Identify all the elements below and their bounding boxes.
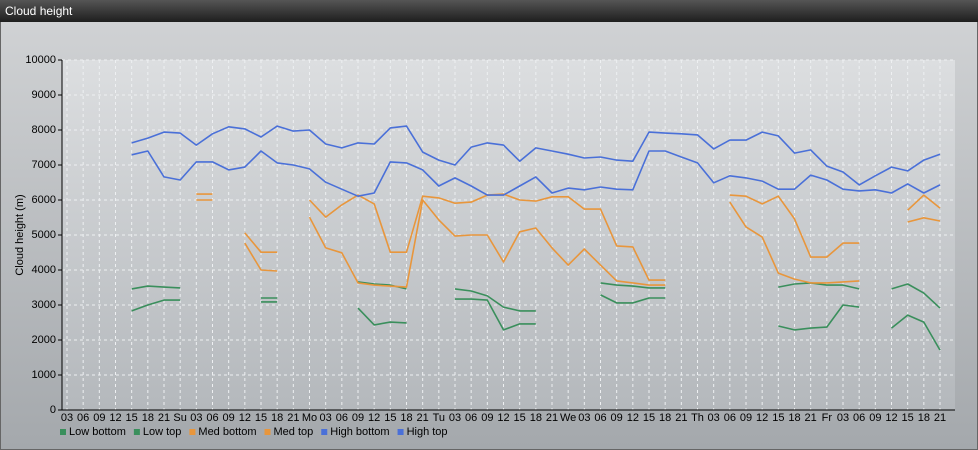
x-tick-label: 03 xyxy=(61,412,73,424)
series-line xyxy=(131,150,941,197)
x-tick-label: 03 xyxy=(837,412,849,424)
legend-swatch xyxy=(189,429,196,435)
x-tick-label: 12 xyxy=(627,412,639,424)
x-tick-label: 18 xyxy=(530,412,542,424)
x-tick-label: 15 xyxy=(643,412,655,424)
series-line xyxy=(131,125,941,186)
x-tick-label: 18 xyxy=(918,412,930,424)
title-bar xyxy=(0,0,978,22)
y-tick-label: 0 xyxy=(50,404,56,416)
lines xyxy=(131,125,941,351)
x-tick-label: 09 xyxy=(740,412,752,424)
y-axis-label: Cloud height (m) xyxy=(14,194,26,275)
x-tick-label: 09 xyxy=(869,412,881,424)
x-tick-label: We xyxy=(560,412,576,424)
x-tick-label: 09 xyxy=(93,412,105,424)
legend-label: High top xyxy=(407,426,448,438)
legend-label: Med top xyxy=(274,426,314,438)
x-tick-label: 15 xyxy=(772,412,784,424)
x-tick-label: 03 xyxy=(320,412,332,424)
x-tick-label: 06 xyxy=(206,412,218,424)
y-tick-label: 5000 xyxy=(32,229,56,241)
legend-label: Low bottom xyxy=(69,426,126,438)
y-tick-label: 1000 xyxy=(32,369,56,381)
legend-label: Med bottom xyxy=(198,426,256,438)
legend-swatch xyxy=(264,429,271,435)
x-tick-label: Mo xyxy=(302,412,317,424)
x-tick-label: 03 xyxy=(190,412,202,424)
x-tick-label: 18 xyxy=(788,412,800,424)
x-tick-label: 03 xyxy=(708,412,720,424)
x-tick-label: 12 xyxy=(109,412,121,424)
x-tick-label: 15 xyxy=(902,412,914,424)
y-tick-label: 9000 xyxy=(32,89,56,101)
x-tick-label: Tu xyxy=(433,412,445,424)
x-tick-label: Fr xyxy=(822,412,833,424)
panel-title: Cloud height xyxy=(5,4,73,18)
legend-swatch xyxy=(397,429,404,435)
x-tick-label: 06 xyxy=(465,412,477,424)
y-tick-label: 10000 xyxy=(25,54,56,66)
x-tick-label: 06 xyxy=(724,412,736,424)
x-tick-label: 21 xyxy=(287,412,299,424)
y-tick-label: 7000 xyxy=(32,159,56,171)
series-line xyxy=(196,199,941,288)
x-tick-label: 21 xyxy=(158,412,170,424)
y-tick-label: 4000 xyxy=(32,264,56,276)
x-tick-label: 06 xyxy=(594,412,606,424)
legend-label: Low top xyxy=(143,426,182,438)
x-tick-label: 09 xyxy=(223,412,235,424)
x-tick-label: 03 xyxy=(578,412,590,424)
x-tick-label: 15 xyxy=(255,412,267,424)
x-tick-label: 15 xyxy=(126,412,138,424)
x-tick-label: 21 xyxy=(417,412,429,424)
x-tick-label: 03 xyxy=(449,412,461,424)
x-tick-label: 06 xyxy=(77,412,89,424)
x-tick-label: 21 xyxy=(934,412,946,424)
series-line xyxy=(131,294,941,351)
x-tick-label: 06 xyxy=(336,412,348,424)
legend-swatch xyxy=(60,429,66,435)
legend-swatch xyxy=(321,429,328,435)
x-tick-label: 21 xyxy=(546,412,558,424)
x-tick-label: 09 xyxy=(481,412,493,424)
x-tick-label: 06 xyxy=(853,412,865,424)
x-tick-label: Su xyxy=(173,412,186,424)
x-tick-label: 21 xyxy=(675,412,687,424)
x-tick-label: Th xyxy=(691,412,704,424)
x-tick-label: 12 xyxy=(368,412,380,424)
x-tick-label: 18 xyxy=(400,412,412,424)
legend: Low bottom Low top Med bottom Med top High b… xyxy=(60,426,448,438)
legend-label: High bottom xyxy=(330,426,389,438)
grid xyxy=(58,59,955,411)
x-tick-label: 15 xyxy=(514,412,526,424)
x-tick-label: 09 xyxy=(611,412,623,424)
x-tick-label: 18 xyxy=(142,412,154,424)
y-tick-label: 3000 xyxy=(32,299,56,311)
x-tick-label: 18 xyxy=(659,412,671,424)
x-tick-label: 18 xyxy=(271,412,283,424)
x-tick-label: 12 xyxy=(756,412,768,424)
x-tick-label: 12 xyxy=(239,412,251,424)
y-tick-label: 2000 xyxy=(32,334,56,346)
x-tick-label: 09 xyxy=(352,412,364,424)
x-tick-label: 12 xyxy=(497,412,509,424)
x-tick-label: 15 xyxy=(384,412,396,424)
y-tick-label: 8000 xyxy=(32,124,56,136)
x-tick-label: 21 xyxy=(805,412,817,424)
series-line xyxy=(131,281,941,312)
x-tick-label: 12 xyxy=(885,412,897,424)
y-tick-label: 6000 xyxy=(32,194,56,206)
legend-swatch xyxy=(133,429,140,435)
